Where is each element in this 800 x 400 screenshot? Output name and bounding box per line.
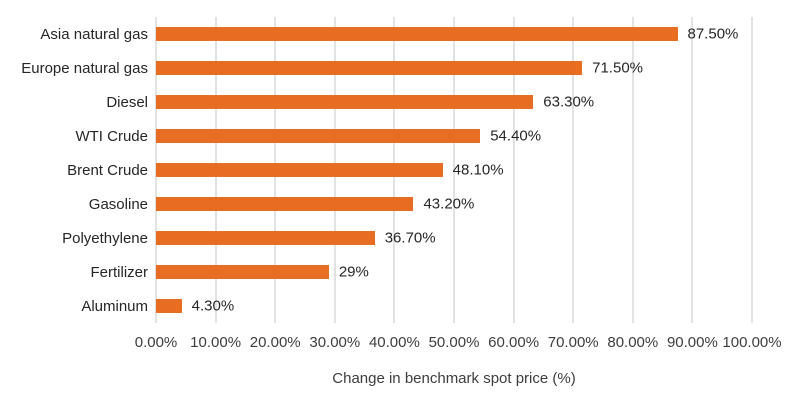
category-label: Gasoline xyxy=(88,195,148,213)
category-label: WTI Crude xyxy=(75,127,148,145)
x-tick-label: 50.00% xyxy=(428,334,480,351)
bar-wti-crude xyxy=(156,129,481,143)
bar-polyethylene xyxy=(156,231,375,245)
bar-aluminum xyxy=(156,299,182,313)
gridline xyxy=(572,17,575,323)
bar-fertilizer xyxy=(156,265,329,279)
gridline xyxy=(751,17,753,323)
bar-gasoline xyxy=(156,197,414,211)
x-tick-label: 80.00% xyxy=(607,334,659,351)
category-label: Fertilizer xyxy=(90,263,148,281)
bar-diesel xyxy=(156,95,534,109)
x-tick-label: 0.00% xyxy=(134,334,178,351)
x-tick-label: 90.00% xyxy=(666,334,718,351)
bar-europe-natural-gas xyxy=(156,61,583,75)
x-tick-label: 100.00% xyxy=(722,334,782,351)
category-label: Polyethylene xyxy=(62,229,148,247)
bar-value-label: 87.50% xyxy=(687,25,739,43)
gridline xyxy=(453,17,455,323)
plot-area: 87.50% 71.50% 63.30% 54.40% 48.10% 43.20% 36.7… xyxy=(155,17,753,323)
bar-value-label: 36.70% xyxy=(384,229,436,247)
bar-row: 43.20% xyxy=(156,187,752,221)
gridline xyxy=(691,17,694,323)
x-tick-label: 40.00% xyxy=(368,334,420,351)
gridline xyxy=(631,17,634,323)
category-label: Asia natural gas xyxy=(40,25,148,43)
bar-row: 63.30% xyxy=(156,85,752,119)
bar-value-label: 48.10% xyxy=(452,161,504,179)
category-label: Brent Crude xyxy=(67,161,148,179)
bar-brent-crude xyxy=(156,163,443,177)
category-label: Europe natural gas xyxy=(21,59,148,77)
x-tick-label: 60.00% xyxy=(488,334,540,351)
bar-value-label: 4.30% xyxy=(191,297,235,315)
gridline xyxy=(512,17,515,323)
bar-value-label: 29% xyxy=(338,263,369,281)
bar-value-label: 71.50% xyxy=(592,59,643,77)
x-tick-label: 10.00% xyxy=(190,334,242,351)
category-label: Aluminum xyxy=(81,297,148,315)
bar-row: 29% xyxy=(156,255,752,289)
bar-row: 48.10% xyxy=(156,153,752,187)
x-tick-label: 20.00% xyxy=(249,334,301,351)
bar-row: 4.30% xyxy=(156,289,752,323)
bar-value-label: 63.30% xyxy=(543,93,595,111)
x-tick-label: 70.00% xyxy=(547,334,599,351)
category-label: Diesel xyxy=(106,93,148,111)
x-tick-label: 30.00% xyxy=(309,334,361,351)
bar-value-label: 54.40% xyxy=(490,127,542,145)
bar-row: 54.40% xyxy=(156,119,752,153)
bar-row: 71.50% xyxy=(156,51,752,85)
x-axis-title: Change in benchmark spot price (%) xyxy=(332,370,576,387)
bar-asia-natural-gas xyxy=(156,27,678,41)
bar-row: 87.50% xyxy=(156,17,752,51)
bar-row: 36.70% xyxy=(156,221,752,255)
bar-value-label: 43.20% xyxy=(423,195,475,213)
